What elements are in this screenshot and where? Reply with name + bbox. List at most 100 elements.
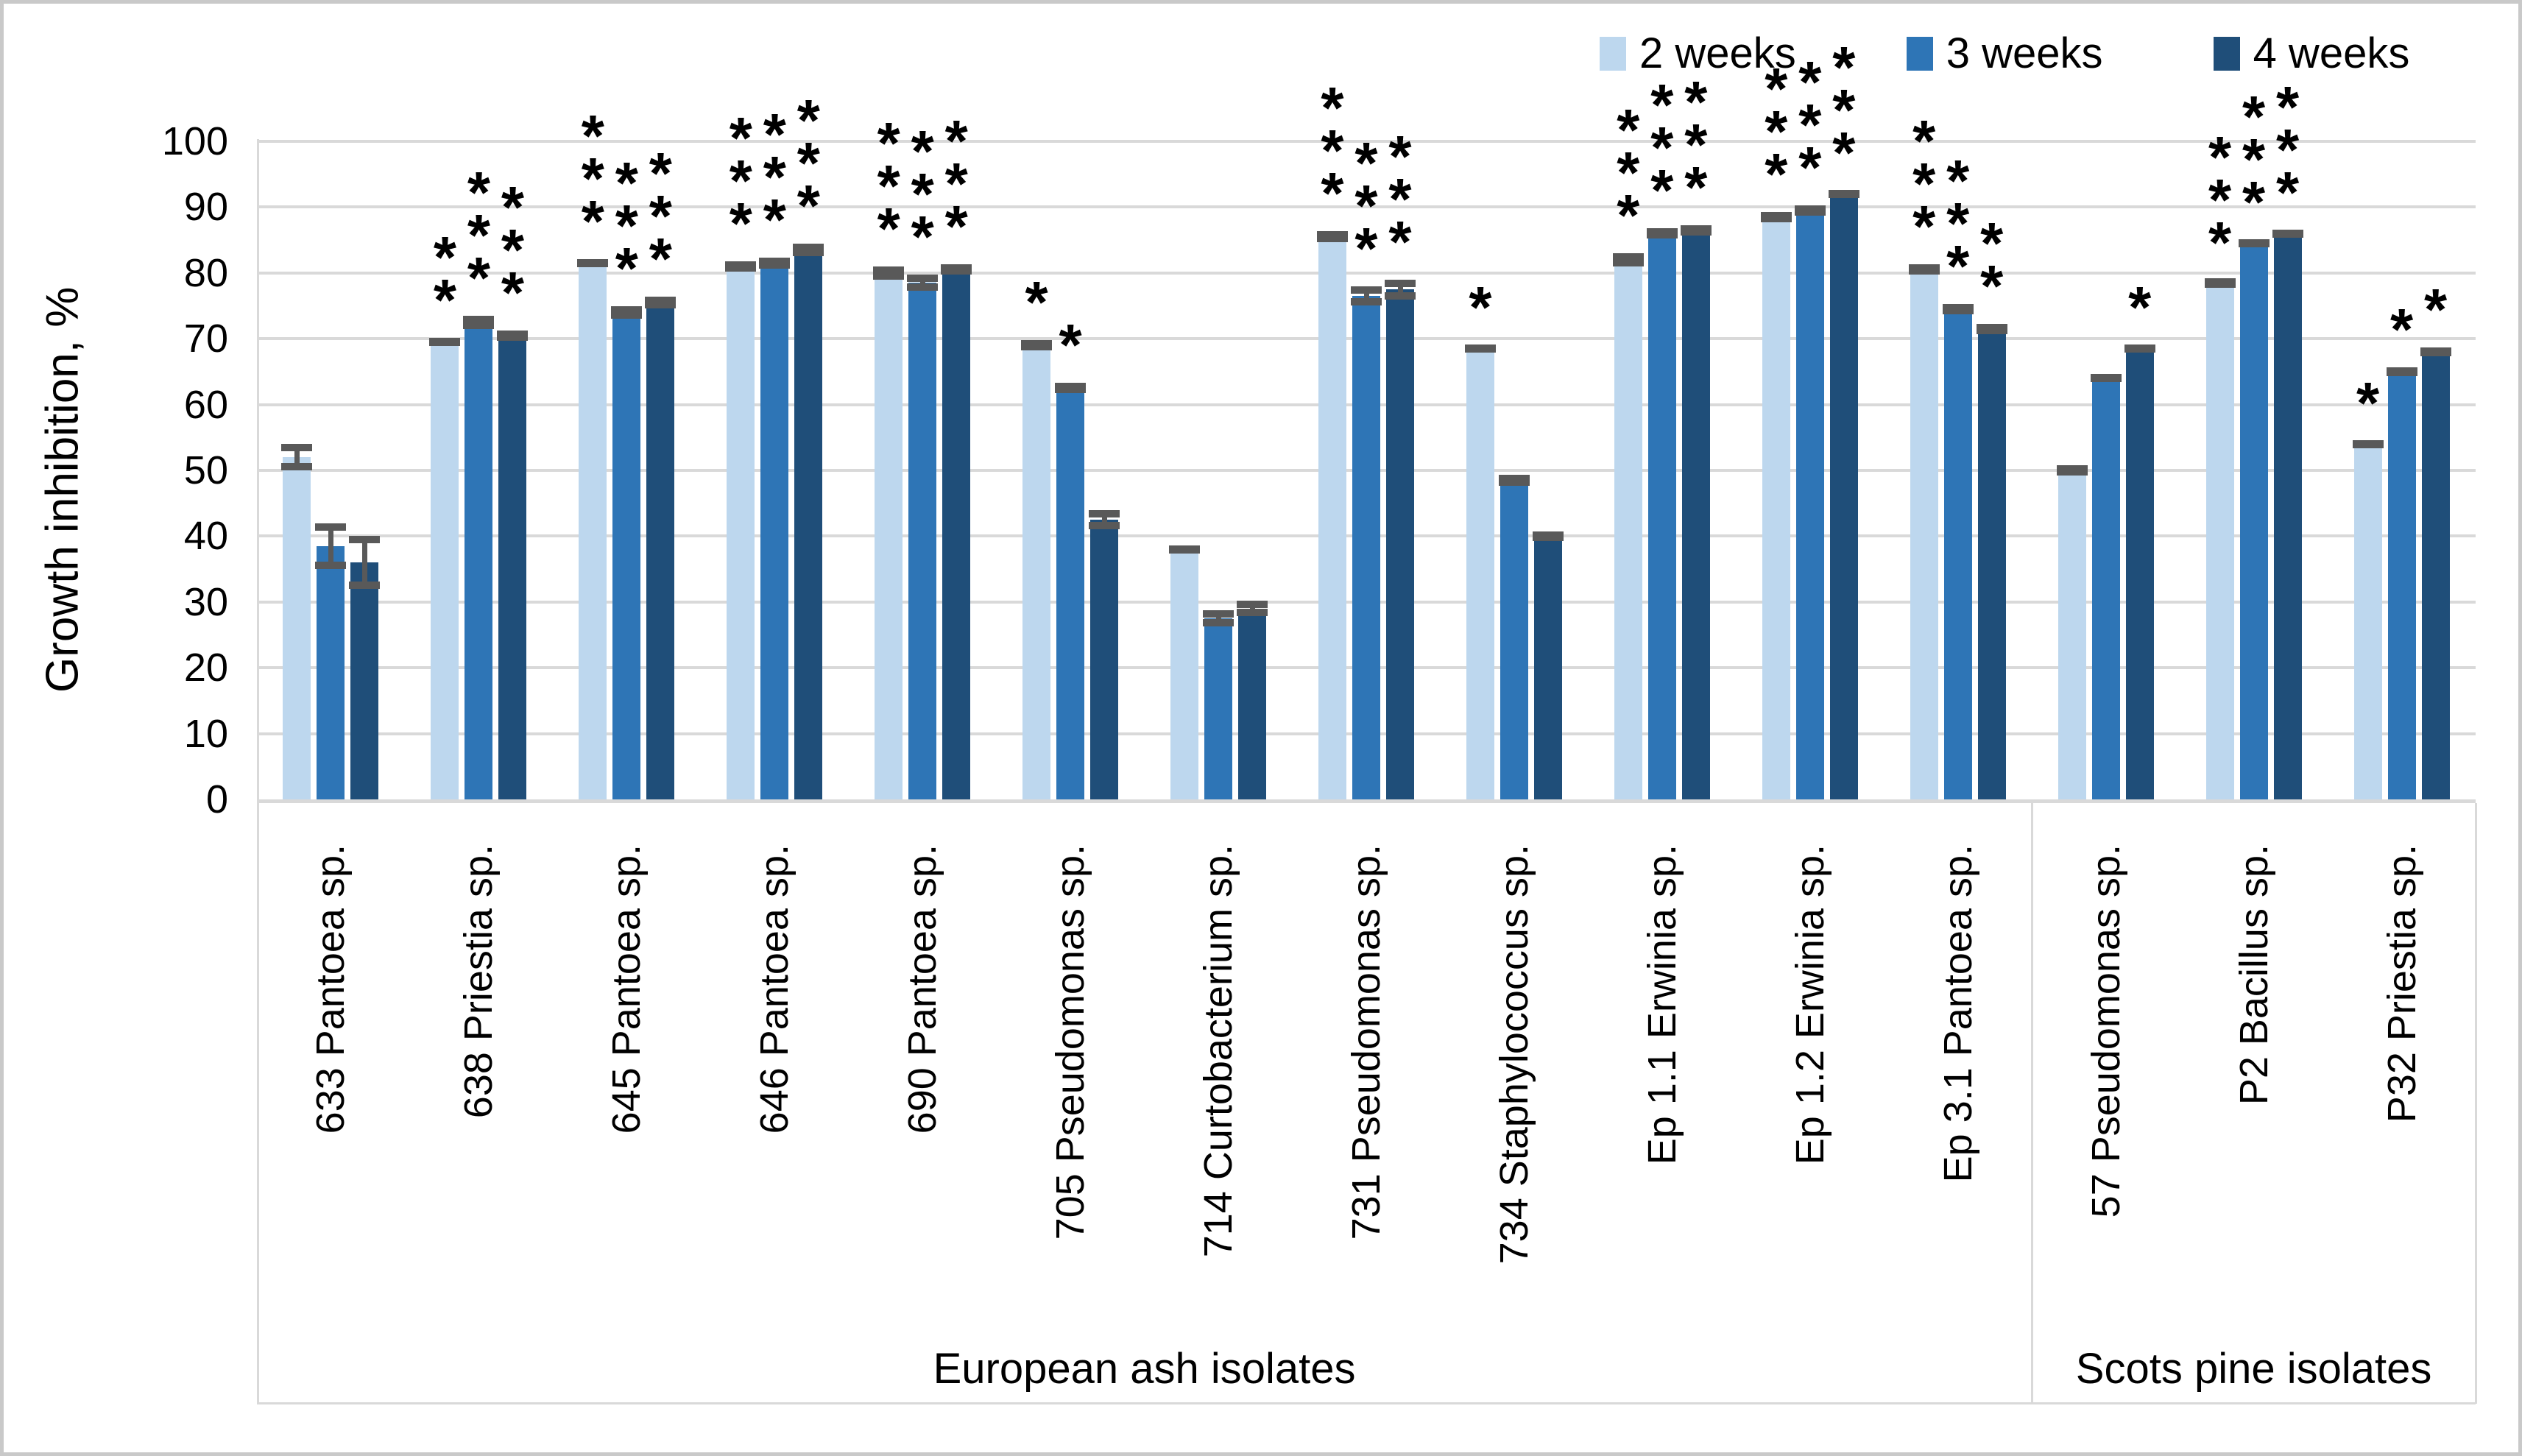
x-axis-label: 705 Pseudomonas sp. bbox=[1048, 844, 1093, 1240]
error-bar-stem bbox=[361, 536, 367, 589]
legend-label: 3 weeks bbox=[1946, 29, 2103, 77]
error-bar-stem bbox=[805, 243, 811, 257]
legend-swatch-3-weeks-icon bbox=[1906, 37, 1933, 71]
error-bar-stem bbox=[1215, 610, 1221, 626]
error-bar bbox=[1385, 279, 1416, 300]
error-bar-stem bbox=[1397, 279, 1403, 300]
error-bar-stem bbox=[1363, 286, 1369, 306]
significance-stars: * bbox=[2128, 275, 2152, 341]
x-axis-label: 57 Pseudomonas sp. bbox=[2083, 844, 2128, 1218]
error-bar bbox=[1532, 531, 1564, 541]
bar bbox=[350, 562, 379, 799]
error-bar bbox=[941, 264, 972, 275]
error-bar-stem bbox=[771, 258, 777, 269]
error-bar bbox=[281, 444, 313, 470]
error-bar bbox=[1680, 225, 1712, 236]
y-tick-label: 20 bbox=[183, 646, 228, 690]
error-bar-stem bbox=[1034, 339, 1039, 351]
error-bar bbox=[497, 330, 529, 341]
bar bbox=[612, 312, 641, 799]
error-bar-stem bbox=[442, 338, 448, 347]
legend-swatch-2-weeks-icon bbox=[1600, 37, 1626, 71]
error-bar bbox=[2238, 239, 2270, 248]
error-bar-stem bbox=[1773, 211, 1779, 222]
x-axis-line bbox=[257, 799, 2476, 803]
significance-stars: * * * bbox=[911, 119, 934, 270]
significance-stars: * bbox=[1025, 269, 1048, 335]
error-bar bbox=[429, 338, 461, 347]
error-bar-stem bbox=[2365, 440, 2371, 448]
significance-stars: * * * bbox=[1798, 49, 1822, 200]
error-bar-stem bbox=[590, 259, 596, 267]
bar bbox=[579, 263, 607, 799]
bar bbox=[908, 283, 937, 799]
bar bbox=[760, 263, 789, 799]
significance-stars: * * * bbox=[615, 149, 638, 301]
significance-stars: * bbox=[2356, 370, 2380, 436]
bar bbox=[1762, 216, 1790, 799]
error-bar-stem bbox=[1181, 545, 1187, 553]
y-tick-label: 40 bbox=[183, 514, 228, 559]
x-axis-label: Ep 3.1 Pantoea sp. bbox=[1935, 844, 1980, 1183]
error-bar bbox=[1908, 264, 1940, 275]
significance-stars: * * * bbox=[1684, 68, 1708, 220]
significance-stars: * * bbox=[433, 225, 456, 333]
error-bar-stem bbox=[1921, 264, 1927, 275]
bar bbox=[875, 272, 903, 799]
error-bar-stem bbox=[476, 315, 481, 329]
error-bar bbox=[2272, 229, 2303, 238]
error-bar bbox=[2386, 367, 2417, 377]
bar bbox=[1977, 328, 2006, 799]
legend: 2 weeks 3 weeks 4 weeks bbox=[1600, 32, 2409, 76]
bar bbox=[1500, 480, 1528, 799]
gridline bbox=[257, 205, 2476, 209]
error-bar-stem bbox=[1329, 231, 1335, 242]
error-bar-stem bbox=[328, 523, 333, 570]
error-bar-stem bbox=[1659, 228, 1665, 239]
error-bar-stem bbox=[1477, 345, 1483, 353]
y-tick-label: 70 bbox=[183, 317, 228, 361]
significance-stars: * * * bbox=[1617, 96, 1640, 248]
error-bar bbox=[1976, 323, 2007, 334]
bar bbox=[942, 269, 971, 799]
error-bar-stem bbox=[1249, 601, 1255, 617]
legend-label: 2 weeks bbox=[1639, 29, 1796, 77]
category-divider bbox=[2031, 803, 2034, 1404]
error-bar-stem bbox=[919, 275, 925, 291]
error-bar bbox=[1351, 286, 1382, 306]
bar bbox=[2091, 378, 2120, 799]
bar bbox=[1318, 236, 1346, 799]
error-bar bbox=[1089, 509, 1120, 530]
significance-stars: * * * bbox=[2242, 84, 2266, 236]
y-tick-label: 80 bbox=[183, 250, 228, 295]
y-tick-label: 0 bbox=[205, 777, 228, 821]
error-bar bbox=[907, 275, 939, 291]
error-bar bbox=[2204, 278, 2236, 288]
x-axis-label: Ep 1.2 Erwinia sp. bbox=[1787, 844, 1832, 1165]
significance-stars: * * * bbox=[1354, 130, 1378, 281]
bar bbox=[1795, 210, 1824, 799]
y-tick-label: 30 bbox=[183, 579, 228, 624]
significance-stars: * * * bbox=[649, 140, 672, 291]
bar bbox=[1056, 388, 1085, 799]
bar bbox=[2353, 444, 2382, 799]
error-bar bbox=[873, 266, 905, 280]
error-bar bbox=[2124, 344, 2155, 353]
error-bar bbox=[1464, 344, 1496, 353]
error-bar-stem bbox=[1545, 533, 1551, 539]
x-axis-label: Ep 1.1 Erwinia sp. bbox=[1639, 844, 1684, 1165]
error-bar-stem bbox=[886, 266, 891, 280]
error-bar bbox=[1237, 601, 1268, 617]
category-group-label: European ash isolates bbox=[933, 1344, 1356, 1393]
bar bbox=[2387, 371, 2416, 799]
error-bar-stem bbox=[509, 330, 515, 341]
bar bbox=[1614, 259, 1642, 799]
error-bar-stem bbox=[2137, 345, 2143, 353]
bar bbox=[646, 303, 675, 799]
significance-stars: * * * bbox=[1832, 35, 1856, 186]
error-bar-stem bbox=[1989, 323, 1995, 334]
error-bar-stem bbox=[1807, 205, 1813, 216]
error-bar-stem bbox=[2433, 347, 2439, 357]
error-bar bbox=[349, 536, 381, 589]
error-bar-stem bbox=[2285, 230, 2291, 237]
